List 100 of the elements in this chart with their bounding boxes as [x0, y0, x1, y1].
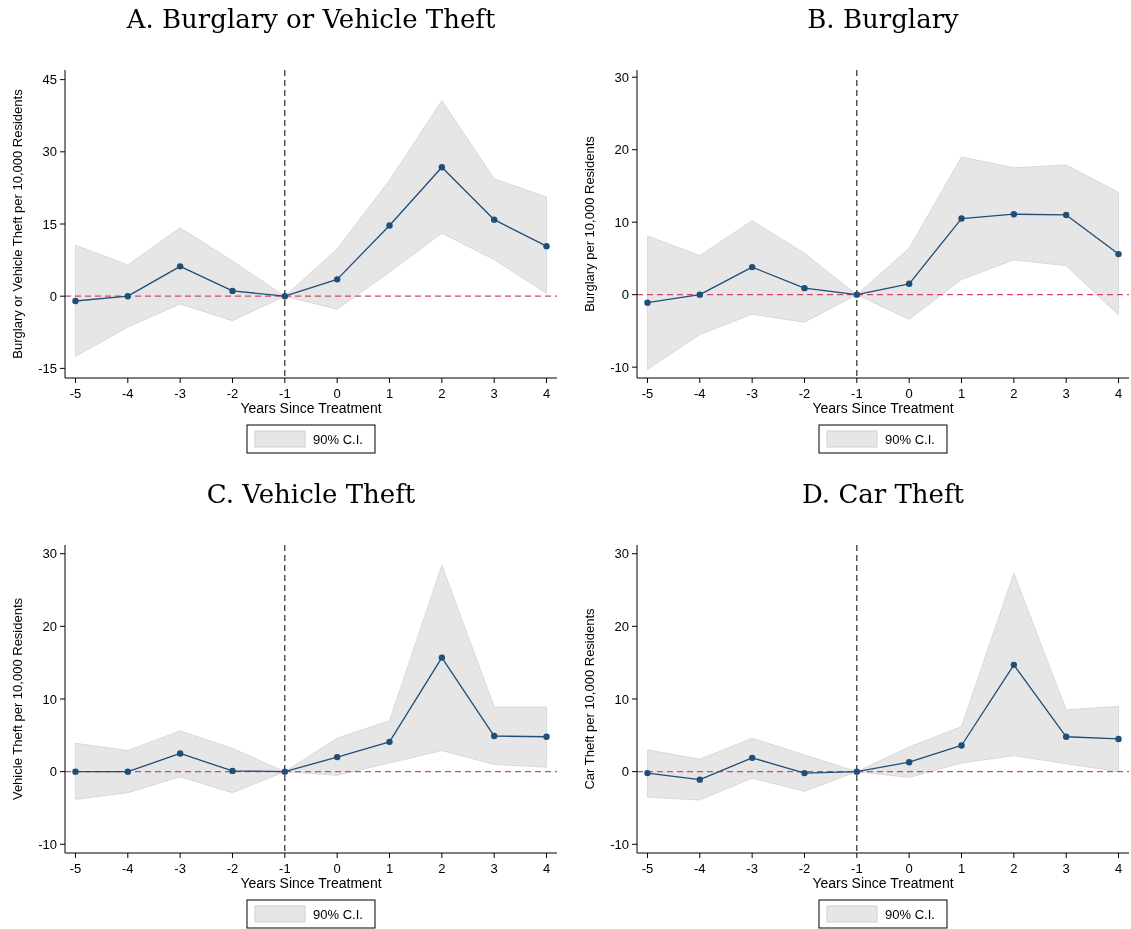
point: [748, 754, 756, 762]
y-tick-label: 0: [49, 764, 57, 780]
point: [801, 769, 808, 777]
point: [905, 280, 913, 287]
point: [958, 215, 965, 222]
point: [1115, 250, 1122, 258]
point: [543, 733, 550, 740]
y-tick-label: 45: [42, 72, 57, 88]
point: [229, 287, 236, 295]
x-tick-label: -1: [279, 861, 291, 876]
y-tick-label: -10: [38, 836, 57, 852]
x-axis-title: Years Since Treatment: [812, 875, 954, 891]
text: 90% C.I.: [313, 431, 363, 447]
y-tick-label: 10: [614, 691, 629, 707]
x-tick-label: -2: [798, 386, 811, 401]
x-tick-label: -3: [174, 386, 186, 401]
x-tick-label: -4: [122, 861, 134, 876]
text: 90% C.I.: [885, 431, 935, 447]
point: [853, 291, 861, 298]
x-tick-label: 1: [385, 386, 394, 401]
x-tick-label: 1: [385, 861, 394, 876]
x-tick-label: -4: [694, 861, 706, 876]
x-tick-label: -4: [122, 386, 134, 401]
y-tick-label: 20: [614, 142, 629, 158]
y-tick-label: -10: [610, 836, 629, 852]
x-tick-label: -5: [641, 386, 654, 401]
point: [543, 242, 550, 250]
y-tick-label: 0: [621, 764, 629, 780]
point: [644, 299, 651, 306]
point: [748, 263, 756, 271]
x-tick-label: 3: [490, 386, 498, 401]
point: [696, 776, 704, 783]
point: [644, 769, 651, 777]
point: [281, 768, 289, 775]
point: [1010, 211, 1018, 218]
y-axis-title: Vehicle Theft per 10,000 Residents: [10, 597, 25, 801]
y-tick-label: -10: [610, 359, 629, 375]
point: [438, 654, 446, 661]
point: [386, 738, 393, 746]
point: [801, 284, 808, 292]
point: [124, 768, 132, 775]
x-tick-label: 4: [542, 386, 551, 401]
x-tick-label: 0: [333, 386, 341, 401]
point: [438, 164, 446, 171]
x-tick-label: -5: [69, 861, 82, 876]
x-tick-label: -3: [174, 861, 186, 876]
x-tick-label: 4: [1114, 386, 1123, 401]
x-tick-label: -5: [69, 386, 82, 401]
x-tick-label: 2: [1010, 386, 1018, 401]
x-tick-label: 2: [1010, 861, 1018, 876]
x-tick-label: -3: [746, 386, 758, 401]
x-tick-label: 4: [542, 861, 551, 876]
y-tick-label: 20: [614, 618, 629, 634]
point: [490, 216, 498, 223]
x-tick-label: -4: [694, 386, 706, 401]
point: [490, 732, 498, 740]
point: [1115, 735, 1122, 743]
y-tick-label: 10: [42, 691, 57, 707]
x-tick-label: -1: [279, 386, 291, 401]
chart-title: D. Car Theft: [801, 479, 965, 509]
y-axis-title: Burglary per 10,000 Residents: [582, 135, 597, 312]
y-tick-label: 0: [621, 287, 629, 303]
x-tick-label: 3: [1062, 386, 1070, 401]
chart-title: A. Burglary or Vehicle Theft: [125, 4, 496, 34]
y-axis-title: Car Theft per 10,000 Residents: [582, 607, 597, 790]
x-axis-title: Years Since Treatment: [240, 875, 382, 891]
point: [72, 768, 79, 775]
y-tick-label: 30: [614, 546, 629, 562]
point: [905, 759, 913, 766]
point: [958, 742, 965, 749]
y-axis-title: Burglary or Vehicle Theft per 10,000 Residents: [10, 88, 25, 359]
point: [229, 767, 236, 775]
x-tick-label: 3: [1062, 861, 1070, 876]
x-tick-label: 3: [490, 861, 498, 876]
point: [1010, 661, 1018, 669]
x-tick-label: -1: [851, 386, 863, 401]
point: [176, 263, 184, 270]
point: [696, 291, 704, 298]
text: 90% C.I.: [313, 906, 363, 922]
x-tick-label: 0: [333, 861, 341, 876]
x-tick-label: 1: [957, 386, 966, 401]
y-tick-label: 15: [42, 216, 57, 232]
point: [176, 750, 184, 757]
point: [386, 222, 393, 229]
y-tick-label: 30: [614, 69, 629, 85]
chart-title: B. Burglary: [807, 4, 960, 34]
x-tick-label: 2: [438, 386, 446, 401]
x-tick-label: -3: [746, 861, 758, 876]
point: [333, 753, 341, 761]
x-axis-title: Years Since Treatment: [812, 400, 954, 416]
x-tick-label: 0: [905, 386, 913, 401]
text: 90% C.I.: [885, 906, 935, 922]
x-tick-label: 0: [905, 861, 913, 876]
x-axis-title: Years Since Treatment: [240, 400, 382, 416]
point: [1062, 733, 1070, 740]
point: [853, 768, 861, 775]
y-tick-label: 30: [42, 144, 57, 160]
y-tick-label: 0: [49, 288, 57, 304]
y-tick-label: -15: [38, 360, 57, 376]
x-tick-label: 2: [438, 861, 446, 876]
